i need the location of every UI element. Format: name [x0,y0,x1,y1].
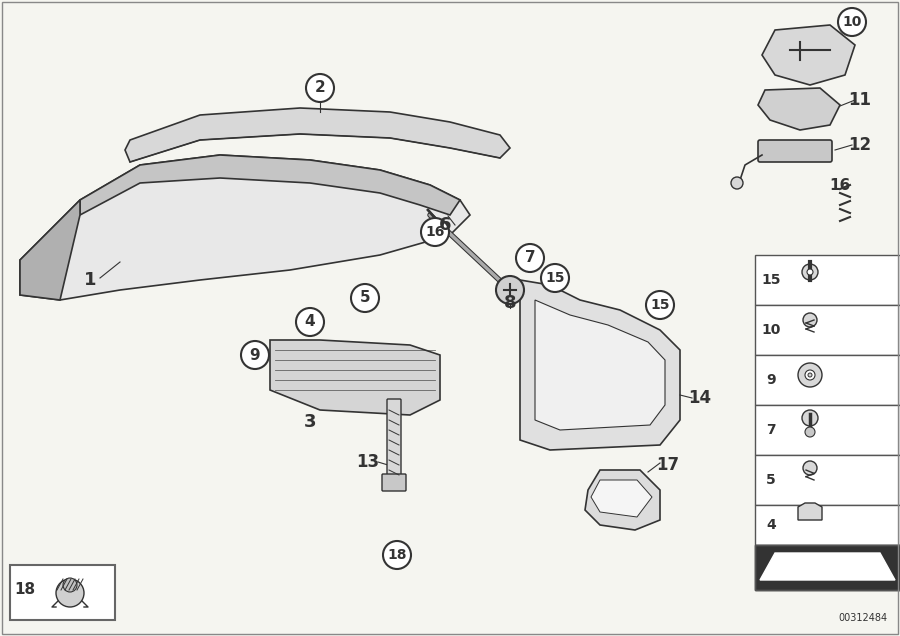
Text: 6: 6 [439,216,451,234]
Circle shape [646,291,674,319]
Polygon shape [591,480,652,517]
Polygon shape [20,155,470,300]
Polygon shape [20,200,80,300]
Circle shape [421,218,449,246]
Text: 16: 16 [426,225,445,239]
Circle shape [56,579,84,607]
Polygon shape [535,300,665,430]
Text: 12: 12 [849,136,871,154]
Circle shape [808,373,812,377]
Circle shape [63,578,77,592]
Circle shape [306,74,334,102]
FancyBboxPatch shape [758,140,832,162]
Polygon shape [270,340,440,415]
Circle shape [805,427,815,437]
Polygon shape [585,470,660,530]
Text: 7: 7 [766,423,776,437]
Text: 5: 5 [766,473,776,487]
Circle shape [807,269,813,275]
Text: 16: 16 [830,179,850,193]
Text: 3: 3 [304,413,316,431]
Bar [10,565,115,620]
Bar [755,505,900,545]
Text: 4: 4 [305,314,315,329]
Text: 10: 10 [761,323,780,337]
Text: 10: 10 [842,15,861,29]
Bar [755,305,900,355]
Bar [755,355,900,405]
Circle shape [351,284,379,312]
Bar [755,545,900,590]
Polygon shape [762,25,855,85]
Polygon shape [760,553,895,580]
Text: 00312484: 00312484 [839,613,887,623]
Text: 15: 15 [650,298,670,312]
Circle shape [496,276,524,304]
Text: 8: 8 [504,294,517,312]
Bar [755,545,900,590]
Text: 9: 9 [766,373,776,387]
Circle shape [805,370,815,380]
Polygon shape [798,503,822,520]
Circle shape [798,363,822,387]
Text: 15: 15 [761,273,781,287]
Text: 13: 13 [356,453,380,471]
Circle shape [296,308,324,336]
Polygon shape [520,280,680,450]
Text: 18: 18 [14,583,36,597]
Text: 18: 18 [387,548,407,562]
Polygon shape [758,88,840,130]
Text: 7: 7 [525,251,535,265]
FancyBboxPatch shape [382,474,406,491]
Bar [755,405,900,455]
Polygon shape [125,108,510,162]
Polygon shape [80,155,460,215]
Circle shape [802,410,818,426]
Circle shape [731,177,743,189]
Text: 11: 11 [849,91,871,109]
Circle shape [541,264,569,292]
Circle shape [838,8,866,36]
Text: 17: 17 [656,456,680,474]
Circle shape [383,541,411,569]
Text: 9: 9 [249,347,260,363]
Circle shape [803,461,817,475]
Text: 5: 5 [360,291,370,305]
Text: 4: 4 [766,518,776,532]
Bar [755,545,900,590]
Text: 2: 2 [315,81,326,95]
FancyBboxPatch shape [387,399,401,481]
Circle shape [802,264,818,280]
Text: 15: 15 [545,271,565,285]
Text: 1: 1 [84,271,96,289]
Bar [755,455,900,505]
Circle shape [803,313,817,327]
Circle shape [241,341,269,369]
Circle shape [516,244,544,272]
Bar [755,255,900,305]
Text: 14: 14 [688,389,712,407]
